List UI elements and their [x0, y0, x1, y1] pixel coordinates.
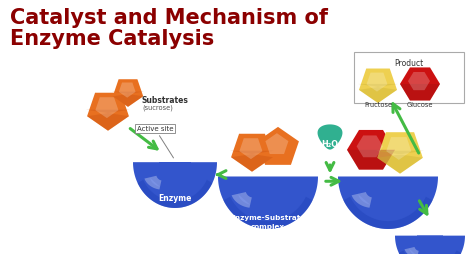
Polygon shape — [395, 236, 465, 266]
Polygon shape — [347, 130, 395, 170]
Polygon shape — [265, 133, 288, 154]
Text: complex: complex — [251, 224, 285, 230]
Polygon shape — [113, 79, 143, 107]
Polygon shape — [376, 151, 424, 174]
Polygon shape — [150, 178, 160, 187]
Text: Enzyme Catalysis: Enzyme Catalysis — [10, 29, 214, 49]
Polygon shape — [223, 197, 312, 229]
Polygon shape — [359, 69, 397, 103]
Text: Enzyme: Enzyme — [415, 262, 445, 266]
Polygon shape — [86, 110, 130, 131]
Text: Enzyme-Substrate: Enzyme-Substrate — [230, 214, 306, 221]
Polygon shape — [318, 124, 342, 149]
Polygon shape — [133, 162, 217, 208]
Polygon shape — [95, 97, 118, 118]
Polygon shape — [112, 92, 144, 107]
Text: Enzyme: Enzyme — [158, 194, 191, 203]
Polygon shape — [386, 137, 411, 160]
Text: Glucose: Glucose — [407, 102, 433, 108]
Polygon shape — [400, 67, 440, 101]
Polygon shape — [238, 194, 250, 205]
Polygon shape — [239, 138, 263, 159]
Polygon shape — [145, 176, 162, 189]
Polygon shape — [344, 197, 433, 229]
Polygon shape — [404, 247, 419, 258]
Polygon shape — [409, 248, 418, 256]
Polygon shape — [257, 127, 299, 165]
Polygon shape — [323, 140, 328, 144]
Polygon shape — [366, 73, 387, 92]
Polygon shape — [358, 84, 398, 103]
FancyBboxPatch shape — [354, 52, 464, 103]
Polygon shape — [218, 176, 318, 229]
Polygon shape — [338, 176, 438, 229]
Polygon shape — [231, 134, 273, 172]
Text: Substrates: Substrates — [142, 96, 189, 105]
Text: Active site: Active site — [137, 126, 173, 158]
Polygon shape — [356, 135, 383, 157]
Polygon shape — [408, 72, 430, 90]
Polygon shape — [400, 84, 440, 101]
Text: H₂O: H₂O — [321, 140, 338, 148]
Polygon shape — [347, 150, 395, 170]
Text: Catalyst and Mechanism of: Catalyst and Mechanism of — [10, 8, 328, 28]
Polygon shape — [230, 151, 274, 172]
Polygon shape — [352, 192, 372, 208]
Polygon shape — [137, 180, 212, 208]
Polygon shape — [87, 93, 129, 131]
Polygon shape — [232, 192, 252, 208]
Text: Fructose: Fructose — [364, 102, 392, 108]
Polygon shape — [358, 194, 370, 205]
Polygon shape — [377, 132, 423, 174]
Polygon shape — [399, 250, 461, 266]
Text: Product: Product — [394, 59, 424, 68]
Polygon shape — [119, 82, 136, 98]
Text: (sucrose): (sucrose) — [142, 105, 173, 111]
